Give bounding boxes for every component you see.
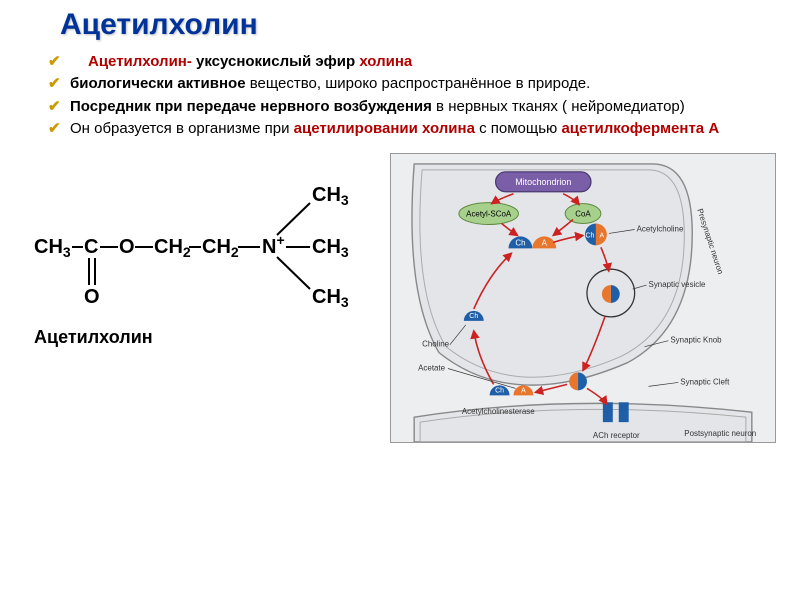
coa-label: CoA	[575, 210, 591, 219]
bullet-item: Он образуется в организме при ацетилиров…	[48, 119, 776, 139]
atom-c: C	[84, 236, 98, 258]
label-choline: Choline	[422, 340, 450, 349]
mitochondrion-label: Mitochondrion	[515, 177, 571, 187]
svg-text:Ch: Ch	[586, 232, 595, 239]
atom-ch3: CH3	[312, 236, 349, 260]
label-acetylcholine: Acetylcholine	[637, 224, 684, 233]
bullet-list: Ацетилхолин- уксуснокислый эфир холина б…	[24, 52, 776, 139]
svg-text:Ch: Ch	[495, 387, 504, 394]
chemical-label: Ацетилхолин	[34, 327, 153, 347]
bullet-text: вещество, широко распространённое в прир…	[246, 75, 591, 92]
acetylcholine: Ch A	[585, 224, 607, 246]
atom-n: N+	[262, 232, 285, 258]
acetylcholine-released	[569, 372, 587, 390]
chemical-structure: CH3 C O O CH2 CH2 N	[24, 153, 364, 368]
atom-ch2: CH2	[154, 236, 191, 260]
svg-text:A: A	[521, 387, 526, 394]
ach-receptor	[603, 402, 613, 422]
bullet-lead: Ацетилхолин-	[88, 53, 192, 70]
bullet-item: биологически активное вещество, широко р…	[48, 74, 776, 94]
label-acetate: Acetate	[418, 363, 446, 372]
bullet-text: уксуснокислый эфир	[192, 53, 359, 70]
label-ache: Acetylcholinesterase	[462, 407, 535, 416]
bullet-text: Он образуется в организме при	[70, 120, 294, 137]
synapse-diagram: Mitochondrion Acetyl-SCoA CoA Ch A	[390, 153, 776, 443]
bullet-red: ацетилкофермента А	[561, 120, 719, 137]
label-synaptic-vesicle: Synaptic vesicle	[649, 280, 706, 289]
atom-o: O	[84, 286, 100, 308]
svg-text:Ch: Ch	[515, 238, 525, 247]
bullet-lead: Посредник при передаче нервного возбужде…	[70, 98, 432, 115]
label-presynaptic: Presynaptic neuron	[695, 207, 725, 275]
bullet-item: Ацетилхолин- уксуснокислый эфир холина	[48, 52, 776, 72]
svg-text:A: A	[542, 238, 548, 247]
acetyl-scoa-label: Acetyl-SCoA	[466, 210, 512, 219]
ach-receptor	[619, 402, 629, 422]
svg-text:A: A	[600, 232, 605, 239]
acetylcholine-in-vesicle	[602, 285, 620, 303]
arrow	[587, 388, 607, 404]
label-ach-receptor: ACh receptor	[593, 431, 640, 440]
svg-text:Ch: Ch	[469, 313, 478, 320]
bullet-item: Посредник при передаче нервного возбужде…	[48, 97, 776, 117]
bullet-red: холина	[359, 53, 412, 70]
atom-ch3: CH3	[312, 286, 349, 310]
bullet-red: ацетилировании холина	[294, 120, 475, 137]
presynaptic-membrane	[412, 164, 692, 385]
label-synaptic-cleft: Synaptic Cleft	[680, 377, 730, 386]
atom-ch2: CH2	[202, 236, 239, 260]
atom-o: O	[119, 236, 135, 258]
label-synaptic-knob: Synaptic Knob	[670, 336, 722, 345]
atom-ch3: CH3	[34, 236, 71, 260]
atom-ch3: CH3	[312, 184, 349, 208]
bullet-lead: биологически активное	[70, 75, 246, 92]
label-postsynaptic: Postsynaptic neuron	[684, 429, 756, 438]
slide-title: Ацетилхолин	[24, 8, 776, 42]
bullet-text: в нервных тканях ( нейромедиатор)	[432, 98, 685, 115]
bullet-text: с помощью	[475, 120, 562, 137]
